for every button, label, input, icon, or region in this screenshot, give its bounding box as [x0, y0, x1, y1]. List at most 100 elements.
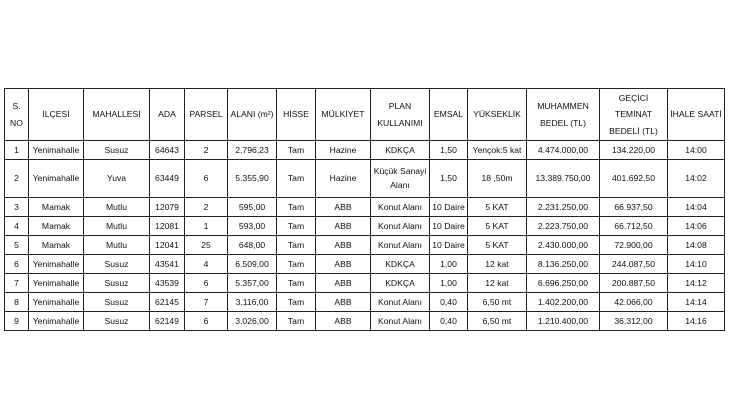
- table-cell: 4: [184, 254, 228, 274]
- table-cell: Tam: [276, 311, 316, 331]
- table-cell: 14:16: [667, 311, 725, 331]
- table-cell: 43541: [149, 254, 185, 274]
- table-row: 1 Yenimahalle Susuz 64643 2 2.796,23 Tam Hazine…: [4, 140, 725, 160]
- table-cell: Tam: [276, 140, 316, 160]
- table-cell: 64643: [149, 140, 185, 160]
- table-cell: Mamak: [28, 216, 84, 236]
- table-cell: 8: [4, 292, 29, 312]
- table-cell: 3.116,00: [227, 292, 277, 312]
- table-cell: 2.796,23: [227, 140, 277, 160]
- table-cell: 12 kat: [467, 273, 527, 293]
- table-cell: 648,00: [227, 235, 277, 255]
- table-cell: 593,00: [227, 216, 277, 236]
- table-cell: 14:10: [667, 254, 725, 274]
- table-row: 5 Mamak Mutlu 12041 25 648,00 Tam ABB Konut Alan…: [4, 235, 725, 255]
- table-cell: 6: [184, 159, 228, 198]
- table-cell: 14:08: [667, 235, 725, 255]
- column-header: MAHALLESİ: [83, 88, 150, 141]
- table-cell: 1,00: [429, 273, 468, 293]
- table-cell: 5.355,90: [227, 159, 277, 198]
- table-cell: 5 KAT: [467, 197, 527, 217]
- table-cell: Tam: [276, 216, 316, 236]
- table-cell: Konut Alanı: [370, 197, 430, 217]
- column-header: YÜKSEKLİK: [467, 88, 527, 141]
- table-cell: 9: [4, 311, 29, 331]
- table-cell: ABB: [315, 235, 371, 255]
- table-cell: 12 kat: [467, 254, 527, 274]
- table-cell: 5.357,00: [227, 273, 277, 293]
- table-cell: 6: [4, 254, 29, 274]
- table-cell: 2: [184, 140, 228, 160]
- table-cell: 200.887,50: [599, 273, 668, 293]
- column-header: GEÇİCİ TEMİNAT BEDELİ (TL): [599, 88, 668, 141]
- table-cell: ABB: [315, 311, 371, 331]
- table-cell: ABB: [315, 292, 371, 312]
- table-cell: 66.712,50: [599, 216, 668, 236]
- table-cell: 2.223.750,00: [526, 216, 600, 236]
- column-header: S. NO: [4, 88, 29, 141]
- table-cell: 10 Daire: [429, 216, 468, 236]
- table-cell: Yençok:5 kat: [467, 140, 527, 160]
- table-cell: 14:06: [667, 216, 725, 236]
- column-header: ALANI (m²): [227, 88, 277, 141]
- table-cell: 12079: [149, 197, 185, 217]
- column-header: ADA: [149, 88, 185, 141]
- table-cell: 1: [184, 216, 228, 236]
- table-cell: Yenimahalle: [28, 159, 84, 198]
- table-cell: 8.136.250,00: [526, 254, 600, 274]
- table-cell: Tam: [276, 292, 316, 312]
- table-cell: 5: [4, 235, 29, 255]
- table-cell: Yenimahalle: [28, 254, 84, 274]
- table-cell: KDKÇA: [370, 273, 430, 293]
- table-cell: 6,50 mt: [467, 311, 527, 331]
- table-row: 2 Yenimahalle Yuva 63449 6 5.355,90 Tam Hazine K…: [4, 159, 725, 198]
- table-cell: 7: [4, 273, 29, 293]
- table-row: 4 Mamak Mutlu 12081 1 593,00 Tam ABB Konut Alanı…: [4, 216, 725, 236]
- table-cell: 6: [184, 311, 228, 331]
- table-cell: Küçük Sanayi Alanı: [370, 159, 430, 198]
- column-header: MUHAMMEN BEDEL (TL): [526, 88, 600, 141]
- table-cell: Yenimahalle: [28, 140, 84, 160]
- table-cell: 1: [4, 140, 29, 160]
- table-cell: 14:00: [667, 140, 725, 160]
- table-cell: 2: [4, 159, 29, 198]
- table-cell: 4.474.000,00: [526, 140, 600, 160]
- table-cell: Yenimahalle: [28, 292, 84, 312]
- table-cell: 25: [184, 235, 228, 255]
- column-header: PLAN KULLANIMI: [370, 88, 430, 141]
- table-cell: 5 KAT: [467, 235, 527, 255]
- table-cell: Konut Alanı: [370, 311, 430, 331]
- auction-table: S. NO İLÇESİ MAHALLESİ ADA PARSEL ALANI (m²) H…: [4, 88, 725, 331]
- table-cell: 401.692,50: [599, 159, 668, 198]
- table-cell: 2.430.000,00: [526, 235, 600, 255]
- table-cell: Konut Alanı: [370, 292, 430, 312]
- table-cell: Yenimahalle: [28, 273, 84, 293]
- table-cell: Konut Alanı: [370, 235, 430, 255]
- table-cell: Tam: [276, 159, 316, 198]
- table-cell: 10 Daire: [429, 197, 468, 217]
- table-cell: 3.026,00: [227, 311, 277, 331]
- table-cell: Hazine: [315, 159, 371, 198]
- table-cell: 72.900,00: [599, 235, 668, 255]
- table-cell: Susuz: [83, 254, 150, 274]
- table-cell: ABB: [315, 254, 371, 274]
- table-cell: 134.220,00: [599, 140, 668, 160]
- table-cell: 12081: [149, 216, 185, 236]
- table-cell: Yenimahalle: [28, 311, 84, 331]
- table-cell: KDKÇA: [370, 140, 430, 160]
- table-cell: Mutlu: [83, 197, 150, 217]
- table-cell: 1,50: [429, 140, 468, 160]
- table-cell: Tam: [276, 273, 316, 293]
- table-row: 8 Yenimahalle Susuz 62145 7 3.116,00 Tam ABB Kon…: [4, 292, 725, 312]
- table-cell: Yuva: [83, 159, 150, 198]
- table-cell: 244.087,50: [599, 254, 668, 274]
- column-header: HİSSE: [276, 88, 316, 141]
- table-cell: 6,50 mt: [467, 292, 527, 312]
- table-cell: Tam: [276, 197, 316, 217]
- table-cell: 6.509,00: [227, 254, 277, 274]
- table-cell: 62149: [149, 311, 185, 331]
- table-cell: 18 ,50m: [467, 159, 527, 198]
- table-cell: ABB: [315, 197, 371, 217]
- column-header: MÜLKİYET: [315, 88, 371, 141]
- table-row: 7 Yenimahalle Susuz 43539 6 5.357,00 Tam ABB KDK…: [4, 273, 725, 293]
